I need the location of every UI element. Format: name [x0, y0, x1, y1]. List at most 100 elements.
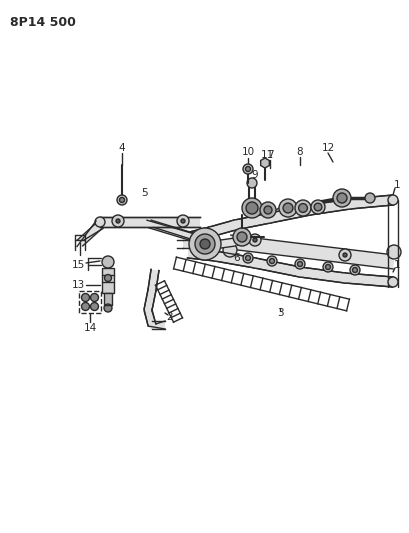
- Circle shape: [119, 198, 124, 203]
- Circle shape: [243, 164, 253, 174]
- Circle shape: [116, 219, 120, 223]
- Circle shape: [148, 286, 156, 294]
- Circle shape: [345, 199, 355, 209]
- Circle shape: [195, 234, 215, 254]
- Circle shape: [243, 253, 253, 263]
- Text: 9: 9: [252, 170, 258, 180]
- Text: 15: 15: [72, 260, 85, 270]
- Text: 6: 6: [234, 253, 240, 263]
- Polygon shape: [189, 227, 211, 242]
- Polygon shape: [234, 213, 271, 230]
- Circle shape: [340, 273, 350, 283]
- Polygon shape: [214, 251, 256, 268]
- FancyBboxPatch shape: [102, 268, 114, 293]
- Circle shape: [339, 249, 351, 261]
- Polygon shape: [209, 220, 236, 237]
- Polygon shape: [254, 258, 301, 277]
- Circle shape: [326, 264, 330, 270]
- Circle shape: [112, 215, 124, 227]
- Circle shape: [253, 238, 257, 242]
- Circle shape: [265, 213, 275, 223]
- Circle shape: [246, 202, 258, 214]
- Circle shape: [205, 227, 215, 237]
- Polygon shape: [152, 321, 165, 329]
- Circle shape: [247, 178, 257, 188]
- Circle shape: [249, 234, 261, 246]
- Polygon shape: [299, 267, 346, 283]
- Circle shape: [95, 217, 105, 227]
- Circle shape: [388, 277, 398, 287]
- Polygon shape: [229, 235, 395, 269]
- Circle shape: [223, 243, 237, 257]
- Circle shape: [250, 258, 260, 268]
- Circle shape: [295, 259, 305, 269]
- Circle shape: [117, 195, 127, 205]
- Text: 7: 7: [267, 150, 273, 160]
- Text: 3: 3: [276, 308, 283, 318]
- Circle shape: [387, 245, 401, 259]
- Text: 8P14 500: 8P14 500: [10, 15, 76, 28]
- Text: 8: 8: [297, 147, 303, 157]
- Circle shape: [297, 262, 303, 266]
- Text: 13: 13: [72, 280, 85, 290]
- Circle shape: [189, 228, 221, 260]
- Circle shape: [233, 228, 251, 246]
- Circle shape: [177, 215, 189, 227]
- Circle shape: [270, 259, 274, 263]
- Polygon shape: [183, 240, 189, 248]
- Circle shape: [144, 306, 152, 314]
- Circle shape: [343, 253, 347, 257]
- Polygon shape: [350, 195, 393, 209]
- Circle shape: [245, 166, 250, 172]
- Circle shape: [295, 267, 305, 277]
- Circle shape: [365, 193, 375, 203]
- Circle shape: [353, 268, 357, 272]
- Polygon shape: [187, 248, 216, 261]
- Circle shape: [305, 205, 315, 215]
- Text: 12: 12: [321, 143, 335, 153]
- Circle shape: [102, 256, 114, 268]
- Circle shape: [323, 262, 333, 272]
- Circle shape: [81, 294, 90, 302]
- Circle shape: [299, 204, 308, 212]
- Text: 4: 4: [119, 143, 125, 153]
- Text: 10: 10: [241, 147, 254, 157]
- Circle shape: [90, 303, 99, 311]
- FancyBboxPatch shape: [104, 293, 112, 305]
- Circle shape: [181, 219, 185, 223]
- Circle shape: [333, 189, 351, 207]
- Polygon shape: [77, 222, 103, 246]
- Circle shape: [81, 303, 90, 311]
- Circle shape: [237, 232, 247, 242]
- Text: 1: 1: [394, 180, 400, 190]
- Circle shape: [148, 321, 156, 329]
- Circle shape: [210, 251, 220, 261]
- Polygon shape: [100, 217, 200, 227]
- Polygon shape: [144, 309, 156, 326]
- Circle shape: [311, 200, 325, 214]
- Polygon shape: [309, 199, 351, 215]
- Polygon shape: [144, 289, 156, 311]
- Circle shape: [90, 294, 99, 302]
- Polygon shape: [148, 269, 159, 290]
- Text: 5: 5: [142, 188, 148, 198]
- Circle shape: [314, 203, 322, 211]
- Circle shape: [267, 256, 277, 266]
- Circle shape: [264, 206, 272, 214]
- Circle shape: [388, 195, 398, 205]
- Circle shape: [242, 198, 262, 218]
- FancyBboxPatch shape: [79, 291, 101, 313]
- Circle shape: [350, 265, 360, 275]
- Circle shape: [245, 255, 250, 261]
- Circle shape: [337, 193, 347, 203]
- Polygon shape: [345, 273, 393, 287]
- Circle shape: [295, 200, 311, 216]
- Polygon shape: [220, 238, 236, 248]
- Text: 11: 11: [261, 150, 274, 160]
- Polygon shape: [261, 158, 270, 168]
- Text: 14: 14: [83, 323, 97, 333]
- Circle shape: [279, 199, 297, 217]
- Text: 2: 2: [167, 312, 173, 322]
- Circle shape: [104, 304, 112, 312]
- Circle shape: [200, 239, 210, 249]
